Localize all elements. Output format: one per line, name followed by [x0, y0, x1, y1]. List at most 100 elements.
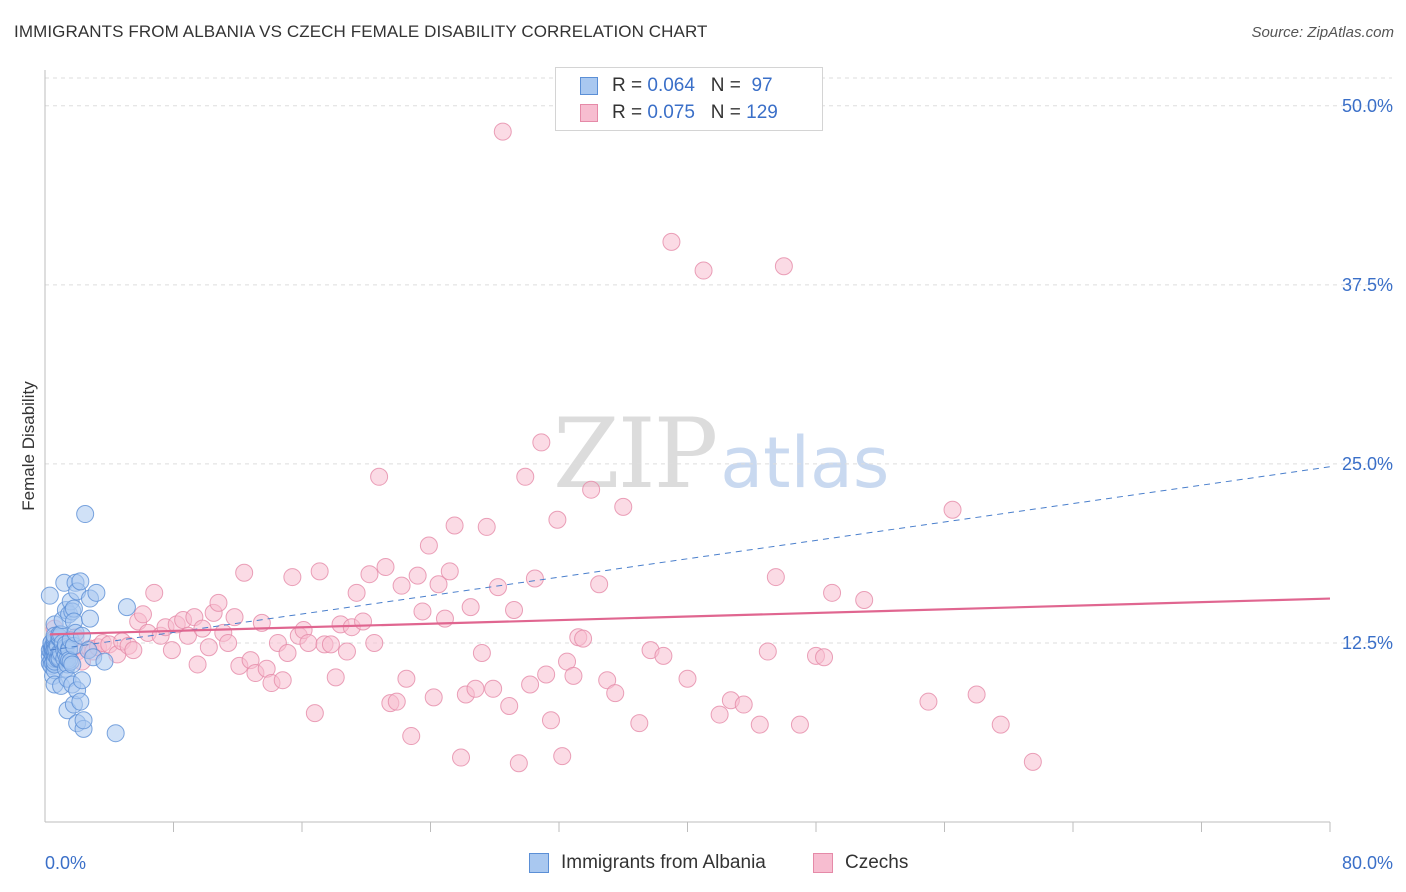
albania-point-94	[87, 583, 106, 602]
czechs-point-118	[766, 568, 785, 587]
czechs-point-38	[235, 563, 254, 582]
albania-point-89	[76, 505, 95, 524]
czechs-point-68	[397, 669, 416, 688]
albania-point-85	[72, 671, 91, 690]
czechs-point-46	[278, 643, 297, 662]
czechs-point-93	[532, 433, 551, 452]
czechs-point-119	[774, 257, 793, 276]
czechs-point-91	[521, 675, 540, 694]
czechs-point-97	[553, 747, 572, 766]
czechs-point-96	[548, 510, 567, 529]
czechs-point-59	[347, 583, 366, 602]
czechs-point-107	[630, 714, 649, 733]
czechs-point-17	[124, 641, 143, 660]
czechs-point-94	[537, 665, 556, 684]
legend-albania-swatch	[529, 853, 549, 873]
czechs-point-106	[614, 497, 633, 516]
czechs-point-69	[402, 727, 421, 746]
czechs-point-126	[943, 500, 962, 519]
czechs-swatch	[580, 104, 598, 122]
czechs-point-105	[606, 684, 625, 703]
albania-point-97	[117, 598, 136, 617]
czechs-point-64	[376, 558, 395, 577]
albania-point-84	[71, 692, 90, 711]
czechs-point-117	[758, 642, 777, 661]
czechs-point-127	[967, 685, 986, 704]
czechs-point-115	[734, 695, 753, 714]
czechs-point-123	[823, 583, 842, 602]
czechs-point-72	[419, 536, 438, 555]
czechs-point-74	[429, 575, 448, 594]
albania-trend-line	[49, 466, 1331, 651]
czechs-point-129	[1023, 752, 1042, 771]
czechs-point-122	[815, 648, 834, 667]
albania-point-96	[106, 724, 125, 743]
czechs-point-24	[162, 641, 181, 660]
czechs-point-111	[678, 669, 697, 688]
czechs-point-101	[574, 629, 593, 648]
czechs-point-89	[509, 754, 528, 773]
czechs-point-35	[219, 633, 238, 652]
czechs-point-60	[354, 612, 373, 631]
y-axis-title: Female Disability	[19, 381, 38, 511]
czechs-point-92	[525, 569, 544, 588]
czechs-point-21	[145, 583, 164, 602]
czechs-point-50	[299, 633, 318, 652]
czechs-point-57	[337, 642, 356, 661]
czechs-trend-line	[49, 597, 1331, 636]
czechs-point-82	[472, 643, 491, 662]
czechs-point-54	[321, 635, 340, 654]
czechs-point-33	[209, 593, 228, 612]
czechs-point-116	[750, 715, 769, 734]
chart-title: IMMIGRANTS FROM ALBANIA VS CZECH FEMALE …	[14, 22, 708, 41]
czechs-point-70	[408, 566, 427, 585]
czechs-point-103	[590, 575, 609, 594]
czechs-point-19	[133, 605, 152, 624]
czechs-point-112	[694, 261, 713, 280]
czechs-point-102	[582, 480, 601, 499]
czechs-point-128	[991, 715, 1010, 734]
albania-point-95	[95, 652, 114, 671]
czechs-point-80	[461, 598, 480, 617]
czechs-point-31	[199, 638, 218, 657]
czechs-point-104	[598, 671, 617, 690]
y-tick-label-3: 50.0%	[1342, 96, 1393, 116]
czechs-point-73	[424, 688, 443, 707]
czechs-point-71	[413, 602, 432, 621]
czechs-point-29	[188, 655, 207, 674]
czechs-point-41	[252, 613, 271, 632]
czechs-point-110	[662, 232, 681, 251]
czechs-point-125	[919, 692, 938, 711]
stats-text-albania: R = 0.064 N = 97	[612, 75, 773, 96]
czechs-point-66	[387, 692, 406, 711]
czechs-point-124	[855, 590, 874, 609]
czechs-point-90	[516, 467, 535, 486]
czechs-point-76	[440, 562, 459, 581]
albania-point-92	[80, 609, 99, 628]
czechs-point-47	[283, 568, 302, 587]
x-tick-label-0: 0.0%	[45, 853, 86, 873]
czechs-point-113	[710, 705, 729, 724]
czechs-point-55	[326, 668, 345, 687]
czechs-point-99	[564, 666, 583, 685]
source-credit: Source: ZipAtlas.com	[1251, 24, 1394, 41]
y-tick-label-1: 25.0%	[1342, 454, 1393, 474]
czechs-point-120	[790, 715, 809, 734]
watermark: ZIPatlas	[553, 398, 889, 510]
legend-czechs-swatch	[813, 853, 833, 873]
y-tick-label-2: 37.5%	[1342, 275, 1393, 295]
czechs-point-87	[500, 696, 519, 715]
czechs-point-45	[273, 671, 292, 690]
czechs-point-84	[484, 679, 503, 698]
x-tick-label-1: 80.0%	[1342, 853, 1393, 873]
albania-point-83	[71, 572, 90, 591]
czechs-point-52	[310, 562, 329, 581]
albania-point-88	[74, 711, 93, 730]
albania-point-72	[63, 655, 82, 674]
czechs-point-78	[452, 748, 471, 767]
czechs-point-67	[392, 576, 411, 595]
czechs-point-77	[445, 516, 464, 535]
czechs-point-109	[654, 646, 673, 665]
albania-point-3	[40, 586, 59, 605]
